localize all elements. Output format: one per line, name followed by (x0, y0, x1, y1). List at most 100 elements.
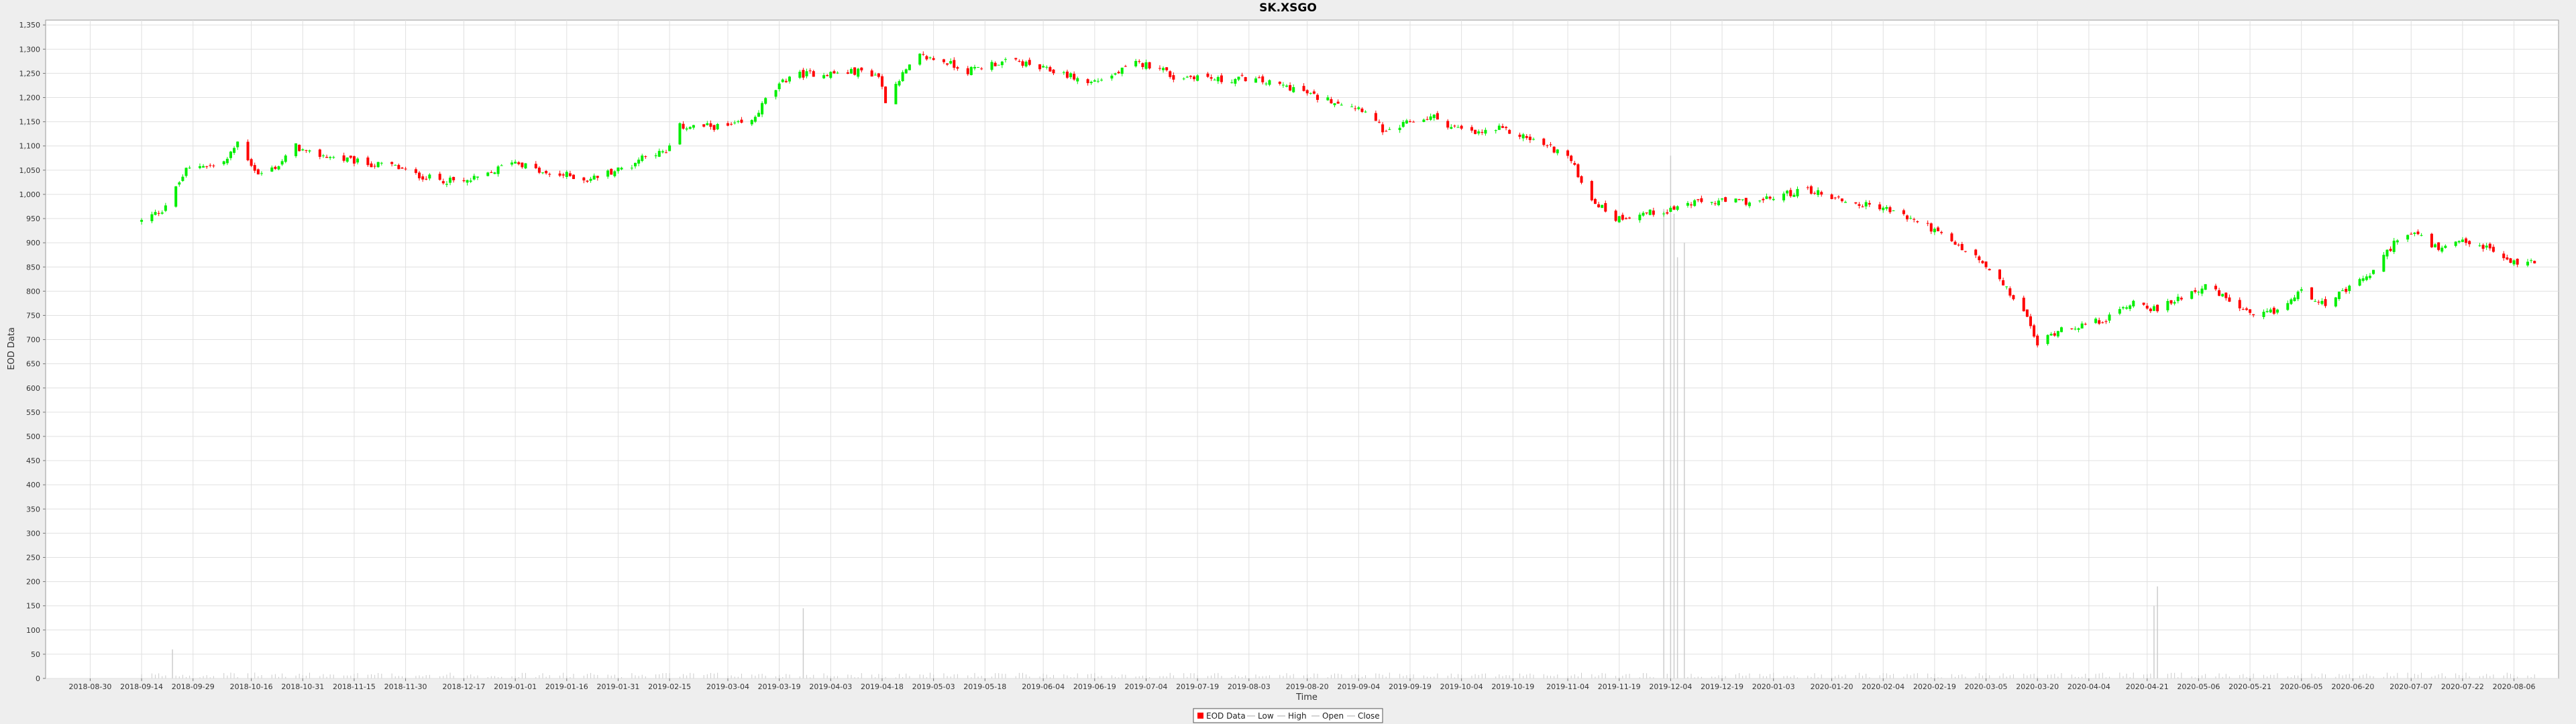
candle-body (1021, 61, 1024, 66)
x-tick-label: 2020-05-06 (2177, 682, 2220, 691)
candles (140, 51, 2536, 348)
candle-body (2416, 231, 2420, 235)
y-tick-label: 650 (26, 360, 40, 369)
candle-body (1909, 218, 1913, 219)
y-tick-label: 1,200 (19, 94, 41, 103)
candle-body (2156, 304, 2159, 312)
candle-body (716, 123, 719, 129)
candle-body (1278, 81, 1281, 84)
candle-body (1617, 216, 1621, 223)
candle-body (1864, 202, 1868, 206)
candle-body (2252, 314, 2255, 316)
chart-title: SK.XSGO (1259, 1, 1317, 15)
candle-body (2218, 290, 2221, 296)
candle-body (1000, 61, 1004, 66)
candle-body (1981, 261, 1984, 263)
x-tick-label: 2019-06-19 (1073, 682, 1116, 691)
x-tick-label: 2019-09-04 (1337, 682, 1380, 691)
candle-body (610, 168, 613, 175)
candle-body (1481, 131, 1484, 133)
candle-body (229, 152, 232, 158)
candle-body (2008, 288, 2012, 296)
candle-body (370, 163, 373, 168)
candle-body (1302, 86, 1305, 91)
candle-body (2434, 244, 2437, 247)
candle-body (1837, 196, 1840, 198)
candle-body (486, 172, 490, 176)
candle-body (1426, 119, 1429, 120)
candle-body (1169, 71, 1172, 77)
candle-body (1134, 60, 1138, 66)
candle-body (1902, 210, 1905, 215)
candle-body (400, 167, 404, 169)
candle-body (2166, 300, 2169, 310)
x-tick-label: 2020-06-20 (2331, 682, 2374, 691)
candle-body (1601, 204, 1604, 208)
candle-body (1885, 206, 1888, 209)
candle-body (1141, 63, 1144, 67)
x-tick-label: 2019-10-19 (1491, 682, 1534, 691)
candle-body (1854, 202, 1858, 204)
candle-body (157, 213, 160, 214)
x-tick-label: 2019-02-15 (648, 682, 691, 691)
candle-body (441, 181, 445, 184)
candle-body (2005, 286, 2008, 288)
candle-body (2478, 245, 2481, 247)
candle-body (2286, 303, 2290, 310)
candle-body (356, 158, 360, 163)
x-tick-label: 2019-08-03 (1228, 682, 1271, 691)
candle-body (2512, 260, 2516, 265)
candle-body (2444, 245, 2447, 248)
candle-body (1309, 93, 1312, 94)
candle-body (826, 75, 829, 76)
candle-body (280, 161, 284, 165)
candle-body (1185, 76, 1189, 78)
candle-body (1042, 66, 1045, 68)
candle-body (2300, 289, 2303, 291)
candle-body (1281, 84, 1285, 86)
candle-body (2348, 286, 2351, 291)
candle-body (781, 79, 784, 82)
candle-body (1621, 215, 1624, 220)
candle-body (1549, 144, 1552, 145)
candle-body (2125, 307, 2129, 309)
candle-body (620, 168, 623, 170)
candle-body (1398, 127, 1401, 131)
candle-body (1360, 109, 1364, 112)
candle-body (1357, 107, 1360, 109)
x-tick-label: 2019-09-19 (1389, 682, 1432, 691)
candle-body (2314, 301, 2317, 302)
candle-body (1542, 138, 1546, 145)
candle-body (1110, 75, 1114, 79)
candle-body (1978, 256, 1981, 261)
x-tick-label: 2019-10-04 (1440, 682, 1483, 691)
candle-body (2502, 253, 2506, 259)
candle-body (1333, 103, 1336, 105)
candle-body (260, 173, 263, 174)
candle-body (1144, 62, 1148, 69)
candle-body (1460, 125, 1463, 129)
x-tick-label: 2019-01-31 (596, 682, 639, 691)
candle-body (270, 167, 274, 172)
candle-body (2420, 235, 2423, 236)
candle-body (641, 156, 644, 162)
candle-body (1933, 229, 1936, 233)
candle-body (737, 121, 740, 123)
candle-body (1974, 249, 1978, 255)
candle-body (1768, 196, 1772, 199)
candle-body (1254, 78, 1258, 83)
candle-body (1782, 193, 1786, 200)
candle-body (1497, 125, 1501, 130)
candle-body (2094, 318, 2098, 323)
candle-body (1470, 127, 1473, 131)
candle-body (2173, 302, 2176, 304)
candle-body (692, 125, 695, 128)
x-tick-label: 2019-05-03 (912, 682, 955, 691)
candle-body (2098, 320, 2101, 324)
x-tick-label: 2018-08-30 (68, 682, 111, 691)
candle-body (2012, 295, 2015, 300)
candle-body (438, 174, 441, 180)
candle-body (250, 159, 253, 166)
candle-body (1861, 206, 1864, 208)
candle-body (2296, 292, 2300, 300)
